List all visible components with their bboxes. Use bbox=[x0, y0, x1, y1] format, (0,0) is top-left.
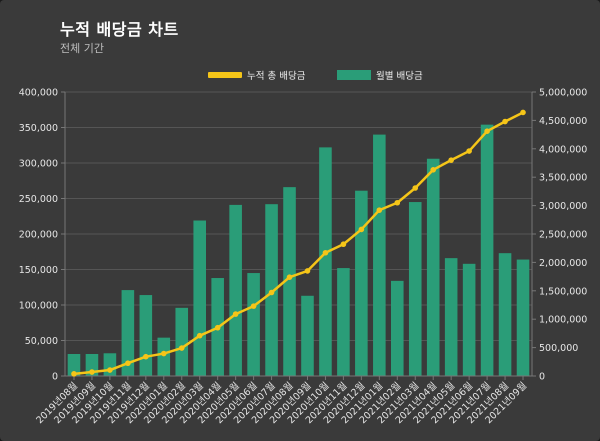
y-left-tick-label: 350,000 bbox=[19, 123, 58, 134]
line-point bbox=[502, 118, 508, 125]
bar bbox=[355, 190, 368, 376]
legend-swatch bbox=[208, 72, 242, 78]
bar bbox=[391, 280, 404, 376]
line-point bbox=[286, 274, 293, 280]
y-right-tick-label: 500,000 bbox=[539, 343, 578, 354]
bar bbox=[67, 353, 81, 376]
y-right-tick-label: 2,000,000 bbox=[539, 258, 587, 269]
line-point bbox=[160, 350, 167, 357]
y-right-tick-label: 0 bbox=[539, 372, 545, 383]
line-point bbox=[196, 332, 203, 339]
y-left-tick-label: 100,000 bbox=[19, 301, 58, 312]
y-right-tick-label: 3,000,000 bbox=[539, 201, 587, 212]
y-left-tick-label: 200,000 bbox=[19, 230, 58, 241]
bar bbox=[301, 295, 314, 376]
line-point bbox=[89, 369, 95, 375]
y-right-tick-label: 1,000,000 bbox=[539, 315, 587, 326]
bar bbox=[462, 263, 476, 376]
y-left-tick-label: 0 bbox=[52, 372, 58, 383]
line-point bbox=[125, 360, 131, 367]
line-point bbox=[107, 367, 113, 373]
chart-subtitle: 전체 기간 bbox=[60, 42, 104, 55]
y-right-tick-label: 2,500,000 bbox=[539, 230, 587, 241]
cumulative-line bbox=[73, 111, 524, 376]
legend-swatch bbox=[337, 70, 371, 80]
y-right-tick-label: 1,500,000 bbox=[539, 286, 587, 297]
bar bbox=[373, 134, 386, 376]
line-point bbox=[232, 311, 239, 317]
line-point bbox=[214, 324, 221, 331]
y-left-tick-label: 300,000 bbox=[19, 159, 58, 170]
bar bbox=[516, 259, 530, 376]
line-point bbox=[430, 167, 437, 173]
y-left-tick-label: 50,000 bbox=[25, 336, 58, 347]
bar bbox=[319, 147, 332, 376]
y-right-tick-label: 4,500,000 bbox=[539, 116, 587, 127]
bar bbox=[157, 337, 171, 376]
bar bbox=[283, 187, 296, 376]
bar bbox=[444, 258, 458, 376]
y-left-tick-label: 250,000 bbox=[19, 194, 58, 205]
y-right-tick-label: 5,000,000 bbox=[539, 88, 587, 99]
chart-title: 누적 배당금 차트 bbox=[60, 20, 179, 39]
bar bbox=[139, 295, 153, 376]
legend: 누적 총 배당금 월별 배당금 bbox=[208, 70, 423, 82]
line-point bbox=[250, 303, 257, 309]
y-left-tick-label: 400,000 bbox=[19, 88, 58, 99]
line-point bbox=[448, 157, 454, 163]
y-left-tick-label: 150,000 bbox=[19, 265, 58, 276]
line-point bbox=[520, 109, 526, 116]
line-point bbox=[376, 207, 383, 213]
line-point bbox=[178, 345, 185, 351]
line-point bbox=[71, 371, 77, 377]
legend-label: 월별 배당금 bbox=[376, 70, 423, 82]
bar bbox=[498, 253, 512, 376]
line-point bbox=[322, 249, 329, 256]
line-point bbox=[268, 289, 275, 296]
bar bbox=[426, 158, 440, 376]
y-right-tick-label: 4,000,000 bbox=[539, 144, 587, 155]
legend-item: 월별 배당금 bbox=[337, 70, 423, 82]
bar bbox=[480, 124, 494, 376]
y-right-tick-label: 3,500,000 bbox=[539, 173, 587, 184]
line-point bbox=[143, 353, 149, 360]
line-point bbox=[412, 185, 419, 191]
line-point bbox=[340, 241, 347, 248]
bar bbox=[121, 290, 135, 376]
bar bbox=[408, 202, 422, 376]
legend-item: 누적 총 배당금 bbox=[208, 70, 306, 82]
bar bbox=[247, 273, 260, 376]
line-point bbox=[484, 128, 490, 134]
line-point bbox=[466, 148, 472, 154]
bar bbox=[193, 220, 206, 376]
legend-label: 누적 총 배당금 bbox=[247, 70, 306, 82]
bar bbox=[175, 307, 189, 376]
bar bbox=[337, 268, 350, 376]
line-point bbox=[304, 268, 311, 274]
line-point bbox=[358, 226, 365, 233]
line-point bbox=[394, 199, 401, 206]
bar bbox=[229, 204, 242, 376]
